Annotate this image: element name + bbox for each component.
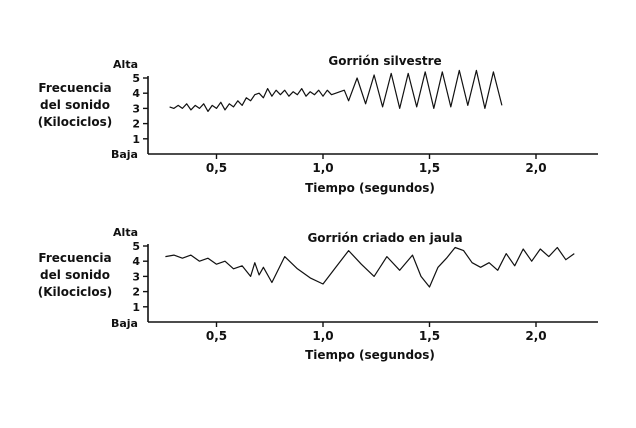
x-tick-label: 1,5	[419, 329, 440, 343]
y-tick-label: 3	[132, 270, 140, 283]
x-tick-label: 1,0	[312, 329, 333, 343]
y-bottom-label: Baja	[111, 148, 138, 161]
y-tick-label: 2	[132, 286, 140, 299]
y-tick-label: 4	[132, 87, 140, 100]
y-bottom-label: Baja	[111, 317, 138, 330]
y-tick-label: 5	[132, 240, 140, 253]
y-axis-label-line-3: (Kilociclos)	[38, 115, 113, 129]
y-axis-label-line-1: Frecuencia	[38, 251, 111, 265]
chart-gorrion-criado-en-jaula: Gorrión criado en jaula Alta Baja Frecue…	[38, 226, 598, 362]
y-tick-label: 2	[132, 118, 140, 131]
y-axis-label-line-1: Frecuencia	[38, 81, 111, 95]
y-tick-label: 3	[132, 102, 140, 115]
y-axis-label-line-2: del sonido	[40, 98, 110, 112]
chart-title: Gorrión criado en jaula	[307, 231, 462, 245]
y-tick-label: 5	[132, 72, 140, 85]
x-axis-label: Tiempo (segundos)	[305, 181, 435, 195]
y-top-label: Alta	[113, 58, 138, 71]
x-tick-label: 1,0	[312, 161, 333, 175]
y-axis-label-line-3: (Kilociclos)	[38, 285, 113, 299]
x-tick-label: 2,0	[525, 329, 546, 343]
x-axis-label: Tiempo (segundos)	[305, 348, 435, 362]
x-tick-label: 2,0	[525, 161, 546, 175]
y-top-label: Alta	[113, 226, 138, 239]
chart-title: Gorrión silvestre	[328, 54, 441, 68]
y-axis-label-line-2: del sonido	[40, 268, 110, 282]
x-tick-label: 0,5	[206, 329, 227, 343]
series-line	[169, 69, 503, 113]
chart-gorrion-silvestre: Gorrión silvestre Alta Baja Frecuencia d…	[38, 54, 598, 195]
series-line	[165, 246, 575, 288]
y-tick-label: 1	[132, 301, 140, 314]
y-tick-label: 1	[132, 133, 140, 146]
y-tick-label: 4	[132, 255, 140, 268]
x-tick-label: 0,5	[206, 161, 227, 175]
x-tick-label: 1,5	[419, 161, 440, 175]
